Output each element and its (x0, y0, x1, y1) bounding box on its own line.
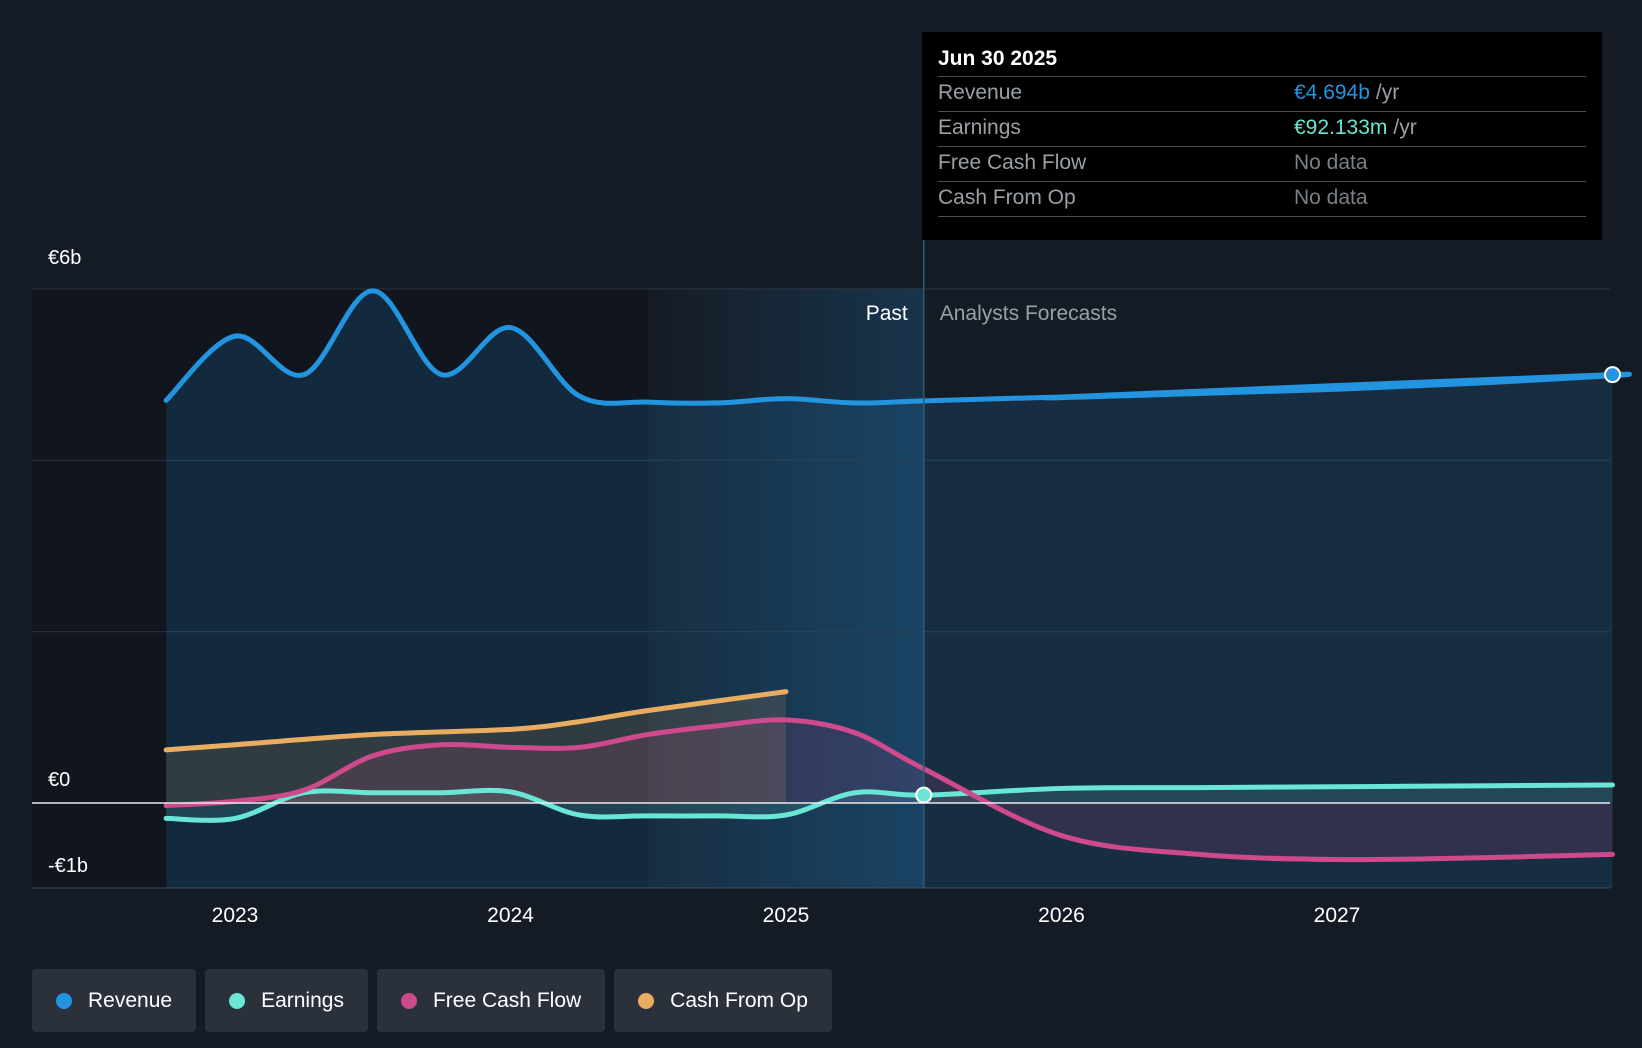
tooltip-row-earnings: Earnings €92.133m /yr (938, 111, 1586, 146)
tooltip-value: €92.133m (1294, 116, 1388, 139)
tooltip-label: Free Cash Flow (938, 151, 1087, 174)
cash-from-op-line (163, 689, 789, 753)
tooltip-row-cash-from-op: Cash From Op No data (938, 181, 1586, 217)
y-tick-label: -€1b (48, 855, 88, 877)
revenue-line (163, 288, 1632, 406)
chart-legend: Revenue Earnings Free Cash Flow Cash Fro… (32, 969, 832, 1032)
earnings-dot-icon (229, 992, 246, 1009)
past-label: Past (866, 302, 908, 325)
legend-item-earnings[interactable]: Earnings (205, 969, 368, 1032)
chart-canvas: €6b €0 -€1b 2023 2024 2025 2026 2027 Pas… (32, 240, 1632, 927)
forecast-label: Analysts Forecasts (940, 302, 1117, 325)
earnings-line (163, 782, 1615, 823)
hover-tooltip: Jun 30 2025 Revenue €4.694b /yr Earnings… (922, 32, 1602, 240)
x-tick-label: 2026 (1038, 904, 1085, 927)
tooltip-label: Earnings (938, 116, 1021, 139)
y-tick-label: €0 (48, 769, 70, 791)
revenue-area (166, 290, 1630, 888)
legend-item-cash-from-op[interactable]: Cash From Op (614, 969, 832, 1032)
legend-item-free-cash-flow[interactable]: Free Cash Flow (376, 969, 606, 1032)
y-axis-tick-labels: €6b €0 -€1b (48, 247, 88, 877)
tooltip-value: No data (1294, 186, 1368, 209)
legend-label: Free Cash Flow (432, 988, 582, 1012)
revenue-dot-icon (56, 992, 72, 1009)
x-tick-label: 2027 (1314, 904, 1361, 927)
free-cash-flow-line (163, 717, 1615, 863)
tooltip-label: Revenue (938, 81, 1023, 104)
tooltip-row-free-cash-flow: Free Cash Flow No data (938, 146, 1586, 181)
free-cash-flow-dot-icon (400, 992, 417, 1009)
legend-label: Cash From Op (670, 988, 808, 1012)
free-cash-flow-area (166, 719, 1613, 860)
tooltip-value: €4.694b (1294, 81, 1370, 104)
hover-markers (915, 366, 1621, 804)
legend-item-revenue[interactable]: Revenue (32, 969, 197, 1032)
y-tick-label: €6b (48, 247, 81, 269)
legend-label: Revenue (88, 988, 173, 1012)
tooltip-date: Jun 30 2025 (938, 47, 1058, 70)
cash-from-op-dot-icon (638, 992, 655, 1009)
tooltip-value: No data (1294, 151, 1368, 174)
past-highlight-region (648, 288, 924, 888)
x-tick-label: 2025 (763, 904, 810, 927)
revenue-marker (1604, 366, 1621, 384)
past-dark-region (32, 288, 649, 888)
series-lines (163, 288, 1632, 863)
tooltip-unit: /yr (1393, 116, 1417, 139)
legend-label: Earnings (261, 988, 344, 1012)
gridlines (32, 288, 1610, 889)
x-axis-tick-labels: 2023 2024 2025 2026 2027 (212, 904, 1361, 927)
tooltip-unit: /yr (1375, 81, 1400, 104)
x-tick-label: 2023 (212, 904, 259, 927)
earnings-marker (915, 786, 933, 804)
tooltip-label: Cash From Op (938, 186, 1076, 209)
tooltip-row-revenue: Revenue €4.694b /yr (938, 76, 1586, 111)
x-tick-label: 2024 (487, 904, 534, 927)
